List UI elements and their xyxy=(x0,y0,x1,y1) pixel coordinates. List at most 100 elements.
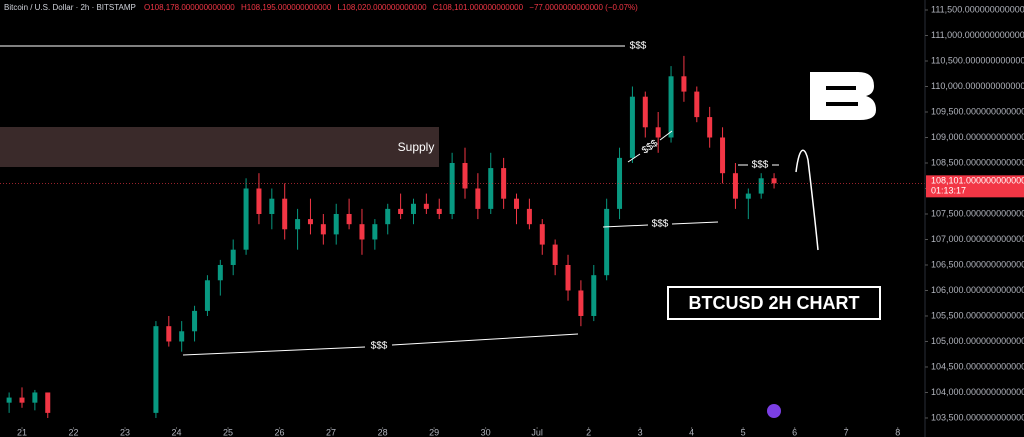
x-tick-label: 5 xyxy=(741,427,746,437)
y-tick-label: 109,000.000000000000 xyxy=(931,132,1024,142)
candle-body xyxy=(282,198,288,230)
liquidity-label: $$$ xyxy=(652,219,669,230)
y-tick-label: 111,500.000000000000 xyxy=(931,4,1024,14)
x-tick-label: 29 xyxy=(429,427,439,437)
candle-body xyxy=(578,290,584,316)
candle-body xyxy=(462,162,468,189)
candle-body xyxy=(449,162,455,214)
y-tick-label: 104,500.000000000000 xyxy=(931,361,1024,371)
event-icon[interactable] xyxy=(767,404,781,418)
candle-body xyxy=(256,188,262,214)
candle-body xyxy=(436,208,442,214)
x-tick-label: 2 xyxy=(586,427,591,437)
ohlc-open: O108,178.000000000000 xyxy=(144,3,235,12)
candle-body xyxy=(565,264,571,291)
ohlc-high: H108,195.000000000000 xyxy=(241,3,332,12)
x-tick-label: 3 xyxy=(638,427,643,437)
liquidity-label: $$$ xyxy=(371,341,388,352)
candle-body xyxy=(45,392,51,413)
x-tick-label: 24 xyxy=(172,427,182,437)
candle-body xyxy=(153,326,159,413)
x-tick-label: 27 xyxy=(326,427,336,437)
ohlc-close: C108,101.000000000000 xyxy=(433,3,524,12)
candle-body xyxy=(385,208,391,225)
liquidity-label: $$$ xyxy=(752,160,769,171)
liquidity-line xyxy=(182,346,366,356)
y-tick-label: 111,000.000000000000 xyxy=(931,30,1024,40)
y-tick-label: 105,500.000000000000 xyxy=(931,310,1024,320)
candle-body xyxy=(295,219,301,230)
x-tick-label: 8 xyxy=(895,427,900,437)
candle-body xyxy=(539,224,545,245)
candle-body xyxy=(758,178,764,194)
candle-body xyxy=(346,213,352,225)
liquidity-label: $$$ xyxy=(630,41,647,52)
liquidity-line xyxy=(627,153,641,163)
candle-body xyxy=(6,397,12,403)
candle-body xyxy=(514,198,520,209)
y-tick-label: 110,500.000000000000 xyxy=(931,55,1024,65)
candle-body xyxy=(475,188,481,209)
header: Bitcoin / U.S. Dollar · 2h · BITSTAMP O1… xyxy=(4,3,638,12)
y-tick-label: 105,000.000000000000 xyxy=(931,336,1024,346)
candle-body xyxy=(243,188,249,250)
y-tick-label: 108,500.000000000000 xyxy=(931,157,1024,167)
liquidity-line xyxy=(659,130,673,141)
candle-body xyxy=(694,91,700,118)
candle-body xyxy=(32,392,38,403)
candle-body xyxy=(217,264,223,281)
candle-body xyxy=(732,173,738,199)
candle-body xyxy=(745,193,751,199)
candle-body xyxy=(642,96,648,128)
candle-body xyxy=(720,137,726,174)
projection-arrow xyxy=(795,149,819,251)
x-tick-label: 4 xyxy=(689,427,694,437)
supply-label: Supply xyxy=(398,140,435,154)
candle-body xyxy=(372,224,378,240)
candle-body xyxy=(526,208,532,225)
candle-body xyxy=(359,224,365,240)
logo xyxy=(810,72,876,120)
x-tick-label: 30 xyxy=(481,427,491,437)
y-tick-label: 103,500.000000000000 xyxy=(931,412,1024,422)
x-tick-label: 22 xyxy=(68,427,78,437)
y-tick-label: 106,500.000000000000 xyxy=(931,259,1024,269)
countdown: 01:13:17 xyxy=(931,186,966,196)
candle-body xyxy=(166,326,172,342)
y-tick-label: 110,000.000000000000 xyxy=(931,81,1024,91)
candle-body xyxy=(192,310,198,332)
symbol: Bitcoin / U.S. Dollar · 2h · BITSTAMP xyxy=(4,3,136,12)
candle-body xyxy=(179,331,185,342)
last-price-box xyxy=(926,175,1024,198)
axes: 103,500.000000000000 104,000.000000000000… xyxy=(17,0,1024,437)
liquidity-line xyxy=(391,333,579,346)
candle-body xyxy=(307,219,313,225)
candle-body xyxy=(320,224,326,235)
supply-zone xyxy=(0,127,439,167)
last-price-label: 108,101.000000000000 xyxy=(931,176,1024,186)
y-tick-label: 104,000.000000000000 xyxy=(931,387,1024,397)
candle-body xyxy=(591,275,597,316)
candle-body xyxy=(423,203,429,209)
candle-body xyxy=(552,244,558,265)
candle-body xyxy=(681,76,687,92)
candle-body xyxy=(488,168,494,209)
chart-title: BTCUSD 2H CHART xyxy=(689,293,860,313)
x-tick-label: 7 xyxy=(844,427,849,437)
y-tick-label: 109,500.000000000000 xyxy=(931,106,1024,116)
candle-body xyxy=(204,280,210,311)
x-tick-label: 6 xyxy=(792,427,797,437)
x-tick-label: 28 xyxy=(378,427,388,437)
candle-body xyxy=(617,157,623,209)
x-tick-label: Jul xyxy=(531,427,543,437)
change: −77.0000000000000 (−0.07%) xyxy=(529,3,638,12)
candle-body xyxy=(410,203,416,214)
plot-area xyxy=(0,55,925,418)
candle-body xyxy=(771,178,777,184)
candle-body xyxy=(655,127,661,138)
title-box xyxy=(667,286,881,320)
x-tick-label: 21 xyxy=(17,427,27,437)
candle-body xyxy=(19,397,25,403)
liquidity-line xyxy=(602,224,649,228)
